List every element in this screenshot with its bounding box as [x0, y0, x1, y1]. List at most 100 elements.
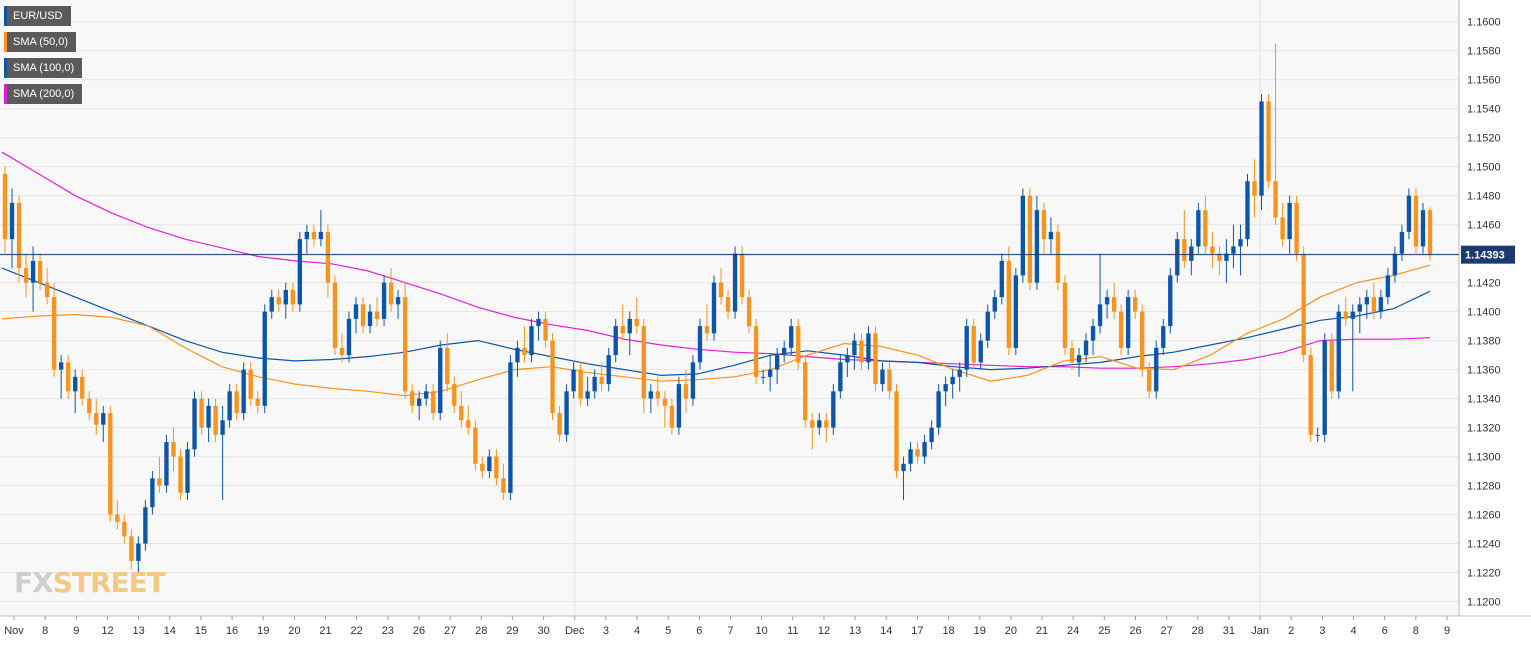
candle-body — [1399, 231, 1405, 254]
candle-body — [44, 282, 50, 298]
candle-body — [424, 391, 429, 399]
candle-body — [1090, 326, 1096, 341]
x-tick-label: 27 — [444, 625, 456, 637]
candle-body — [1182, 239, 1187, 261]
candle-body — [1203, 210, 1208, 247]
candle-body — [381, 282, 387, 319]
candle-body — [1245, 181, 1250, 240]
candle-body — [880, 369, 885, 385]
candle-body — [641, 326, 646, 399]
candle-body — [550, 340, 555, 414]
y-tick-label: 1.1540 — [1467, 104, 1501, 116]
candle-body — [711, 282, 717, 334]
y-tick-label: 1.1280 — [1467, 481, 1501, 493]
candle-body — [73, 376, 78, 392]
candle-body — [1357, 304, 1362, 312]
candle-body — [732, 253, 738, 312]
candle-body — [262, 311, 267, 406]
candle-body — [1301, 253, 1306, 356]
candle-body — [445, 347, 450, 385]
candle-body — [325, 231, 331, 283]
candle-body — [192, 398, 197, 450]
sma50-line — [1, 264, 1431, 397]
candle-body — [395, 297, 401, 305]
legend-item-sma100[interactable]: SMA (100,0) — [4, 58, 83, 78]
candle-body — [466, 420, 471, 428]
candle-body — [1336, 311, 1341, 392]
candle-body — [1161, 326, 1166, 348]
legend-item-sma200[interactable]: SMA (200,0) — [4, 84, 83, 104]
candle-body — [30, 260, 36, 283]
legend: EUR/USD SMA (50,0) SMA (100,0) SMA (200,… — [4, 6, 83, 110]
candle-body — [950, 376, 955, 385]
candle-body — [803, 362, 808, 421]
candle-body — [1048, 231, 1054, 240]
candle-body — [852, 340, 857, 356]
x-tick-label: 31 — [1223, 625, 1235, 637]
logo-street: STREET — [52, 566, 166, 599]
candle-body — [269, 297, 274, 312]
candle-body — [1210, 246, 1215, 254]
y-tick-label: 1.1340 — [1467, 394, 1501, 406]
candle-body — [494, 456, 499, 479]
candle-body — [1034, 210, 1040, 283]
sma100-line — [1, 267, 1431, 377]
x-tick-label: 12 — [101, 625, 113, 637]
candle-body — [332, 282, 338, 348]
candle-body — [164, 442, 169, 486]
candle-body — [1147, 369, 1152, 392]
candle-body — [1273, 181, 1278, 218]
candle-body — [283, 289, 288, 305]
candle-body — [620, 326, 625, 334]
y-tick-label: 1.1380 — [1467, 336, 1501, 348]
candle-body — [1364, 297, 1369, 305]
candle-body — [718, 282, 724, 298]
candle-body — [796, 326, 801, 363]
candle-body — [1427, 210, 1433, 256]
candle-body — [529, 326, 534, 356]
x-tick-label: 2 — [1288, 625, 1294, 637]
candle-body — [1329, 340, 1334, 392]
candle-body — [367, 311, 373, 327]
candle-body — [94, 413, 99, 425]
x-tick-label: 28 — [475, 625, 487, 637]
legend-label: SMA (50,0) — [13, 36, 69, 48]
x-tick-label: 20 — [1005, 625, 1017, 637]
x-tick-label: 5 — [665, 625, 671, 637]
candle-body — [374, 311, 380, 319]
candle-body — [655, 391, 661, 399]
candle-body — [789, 326, 794, 348]
candle-body — [1420, 210, 1426, 247]
candle-body — [51, 297, 57, 370]
candle-body — [746, 297, 752, 327]
candle-body — [1076, 355, 1082, 363]
x-tick-label: 27 — [1161, 625, 1173, 637]
candle-body — [627, 318, 632, 334]
candle-body — [108, 413, 113, 515]
x-tick-label: 6 — [696, 625, 702, 637]
x-tick-label: 18 — [942, 625, 954, 637]
candle-body — [23, 268, 29, 283]
x-tick-label: 13 — [132, 625, 144, 637]
candle-body — [922, 442, 927, 457]
candle-body — [1041, 210, 1047, 240]
legend-item-eurusd[interactable]: EUR/USD — [4, 6, 71, 26]
candle-body — [473, 427, 478, 464]
y-tick-label: 1.1320 — [1467, 423, 1501, 435]
candle-body — [1217, 253, 1222, 261]
x-tick-label: 19 — [257, 625, 269, 637]
x-tick-label: 23 — [382, 625, 394, 637]
candle-body — [290, 289, 295, 305]
legend-item-sma50[interactable]: SMA (50,0) — [4, 32, 77, 52]
candle-body — [697, 326, 703, 363]
candle-body — [782, 347, 787, 356]
candle-body — [66, 362, 71, 392]
candle-body — [1378, 297, 1384, 312]
candle-body — [564, 391, 569, 435]
candle-body — [409, 391, 415, 406]
candle-body — [676, 384, 682, 428]
x-tick-label: 30 — [537, 625, 549, 637]
y-tick-label: 1.1500 — [1467, 162, 1501, 174]
candle-body — [16, 202, 22, 269]
